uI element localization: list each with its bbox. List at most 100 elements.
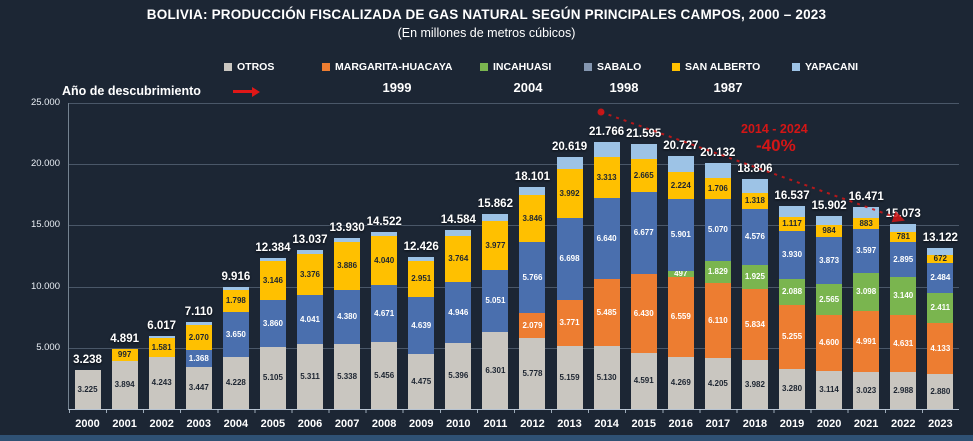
segment-margarita-huacaya-2021: 4.991 <box>853 311 880 372</box>
segment-margarita-huacaya-2013: 3.771 <box>556 300 583 346</box>
segment-sabalo-2011: 5.051 <box>482 270 509 332</box>
bar-group-2006: 5.311 4.041 3.376 13.037 2006 <box>291 103 328 430</box>
segment-yapacani-2009 <box>408 257 435 261</box>
segment-sabalo-2010: 4.946 <box>445 282 472 343</box>
total-label-2017: 20.132 <box>700 147 736 159</box>
segment-san-alberto-2013: 3.992 <box>556 169 583 218</box>
segment-sabalo-2009: 4.639 <box>408 297 435 354</box>
segment-label-otros-2018: 3.982 <box>744 379 765 389</box>
segment-label-san-alberto-2019: 1.117 <box>782 219 802 228</box>
segment-san-alberto-2002: 1.581 <box>148 338 175 357</box>
segment-label-otros-2004: 4.228 <box>225 378 246 387</box>
segment-label-sabalo-2005: 3.860 <box>262 318 283 328</box>
legend-swatch-san-alberto <box>672 63 680 71</box>
segment-label-sabalo-2004: 3.650 <box>225 329 246 339</box>
segment-label-otros-2023: 2.880 <box>930 386 951 396</box>
legend-item-incahuasi: INCAHUASI <box>480 61 576 73</box>
segment-margarita-huacaya-2016: 6.559 <box>667 277 694 357</box>
legend-label-yapacani: YAPACANI <box>805 61 859 73</box>
segment-san-alberto-2007: 3.886 <box>334 242 361 290</box>
segment-label-otros-2016: 4.269 <box>670 378 691 387</box>
segment-san-alberto-2019: 1.117 <box>779 217 806 231</box>
segment-incahuasi-2023: 2.411 <box>927 293 954 323</box>
segment-yapacani-2020 <box>816 216 843 225</box>
bar-group-2001: 3.894 997 4.891 2001 <box>106 103 143 430</box>
segment-label-incahuasi-2022: 3.140 <box>893 291 914 300</box>
segment-label-incahuasi-2017: 1.829 <box>707 267 728 276</box>
segment-label-incahuasi-2018: 1.925 <box>744 272 765 281</box>
segment-san-alberto-2015: 2.665 <box>630 159 657 192</box>
segment-label-otros-2002: 4.243 <box>151 378 172 387</box>
x-axis-label-2014: 2014 <box>594 418 619 430</box>
x-axis-label-2010: 2010 <box>446 418 471 430</box>
x-axis-label-2018: 2018 <box>742 418 768 430</box>
segment-otros-2015: 4.591 <box>630 353 657 409</box>
y-axis-label-10000: 10.000 <box>30 281 60 292</box>
segment-margarita-huacaya-2015: 6.430 <box>630 274 657 353</box>
segment-label-margarita-huacaya-2022: 4.631 <box>893 338 914 348</box>
discovery-arrow-icon <box>233 86 260 97</box>
segment-sabalo-2022: 2.895 <box>890 242 917 277</box>
y-axis-label-15000: 15.000 <box>30 219 60 230</box>
total-label-2011: 15.862 <box>477 198 513 210</box>
segment-label-san-alberto-2005: 3.146 <box>262 275 283 285</box>
bar-stack-2017: 4.205 6.110 1.829 5.070 1.706 <box>704 163 731 409</box>
segment-san-alberto-2004: 1.798 <box>222 290 249 312</box>
segment-sabalo-2016: 5.901 <box>667 199 694 271</box>
bar-group-2003: 3.447 1.368 2.070 7.110 2003 <box>180 103 217 430</box>
bar-group-2021: 3.023 4.991 3.098 3.597 883 16.471 2021 <box>848 103 885 430</box>
x-axis-label-2023: 2023 <box>928 418 953 430</box>
segment-incahuasi-2016: 497 <box>667 270 694 278</box>
segment-label-sabalo-2011: 5.051 <box>485 296 506 305</box>
segment-label-margarita-huacaya-2019: 5.255 <box>782 332 803 341</box>
bar-group-2018: 3.982 5.834 1.925 4.576 1.318 18.806 2018 <box>736 103 773 430</box>
total-label-2018: 18.806 <box>737 163 773 175</box>
chart-title: BOLIVIA: PRODUCCIÓN FISCALIZADA DE GAS N… <box>146 7 827 22</box>
segment-label-san-alberto-2015: 2.665 <box>633 170 654 180</box>
total-label-2019: 16.537 <box>774 190 810 202</box>
segment-label-otros-2015: 4.591 <box>633 376 654 385</box>
segment-label-otros-2005: 5.105 <box>262 373 283 382</box>
segment-label-san-alberto-2007: 3.886 <box>337 261 358 270</box>
segment-label-san-alberto-2001: 997 <box>117 350 132 359</box>
bar-group-2004: 4.228 3.650 1.798 9.916 2004 <box>217 103 254 430</box>
discovery-axis-label: Año de descubrimiento <box>62 84 201 98</box>
x-axis-label-2022: 2022 <box>891 418 916 430</box>
segment-sabalo-2005: 3.860 <box>259 300 286 347</box>
x-axis-label-2006: 2006 <box>297 418 323 430</box>
y-axis-label-20000: 20.000 <box>30 158 60 169</box>
segment-sabalo-2012: 5.766 <box>519 242 546 313</box>
bar-stack-2016: 4.269 6.559 497 5.901 2.224 <box>667 156 694 409</box>
segment-yapacani-2018 <box>741 179 768 193</box>
segment-sabalo-2019: 3.930 <box>779 231 806 279</box>
segment-otros-2012: 5.778 <box>519 338 546 409</box>
segment-otros-2017: 4.205 <box>704 358 731 409</box>
segment-label-san-alberto-2018: 1.318 <box>744 196 765 205</box>
total-label-2015: 21.595 <box>626 128 662 140</box>
segment-sabalo-2018: 4.576 <box>741 209 768 265</box>
x-axis-label-2011: 2011 <box>483 418 508 430</box>
segment-sabalo-2004: 3.650 <box>222 312 249 357</box>
bar-stack-2010: 5.396 4.946 3.764 <box>445 230 472 409</box>
bar-stack-2023: 2.880 4.133 2.411 2.484 672 <box>927 248 954 409</box>
segment-label-sabalo-2014: 6.640 <box>596 233 617 243</box>
segment-label-sabalo-2016: 5.901 <box>670 230 691 239</box>
total-label-2004: 9.916 <box>221 271 251 283</box>
segment-yapacani-2005 <box>259 258 286 261</box>
total-label-2000: 3.238 <box>73 354 102 366</box>
segment-label-otros-2012: 5.778 <box>522 368 543 378</box>
segment-margarita-huacaya-2012: 2.079 <box>519 313 546 338</box>
segment-label-sabalo-2007: 4.380 <box>337 312 358 321</box>
segment-label-san-alberto-2009: 2.951 <box>411 274 432 283</box>
total-label-2022: 15.073 <box>885 208 921 220</box>
segment-label-otros-2008: 5.456 <box>374 370 395 380</box>
legend-swatch-yapacani <box>792 63 800 71</box>
segment-otros-2002: 4.243 <box>148 357 175 409</box>
segment-label-san-alberto-2017: 1.706 <box>707 183 728 193</box>
segment-label-otros-2013: 5.159 <box>559 372 580 382</box>
segment-label-san-alberto-2022: 781 <box>896 232 910 241</box>
segment-yapacani-2002 <box>148 336 175 338</box>
x-axis-label-2008: 2008 <box>371 418 397 430</box>
bar-group-2016: 4.269 6.559 497 5.901 2.224 20.727 2016 <box>662 103 699 430</box>
